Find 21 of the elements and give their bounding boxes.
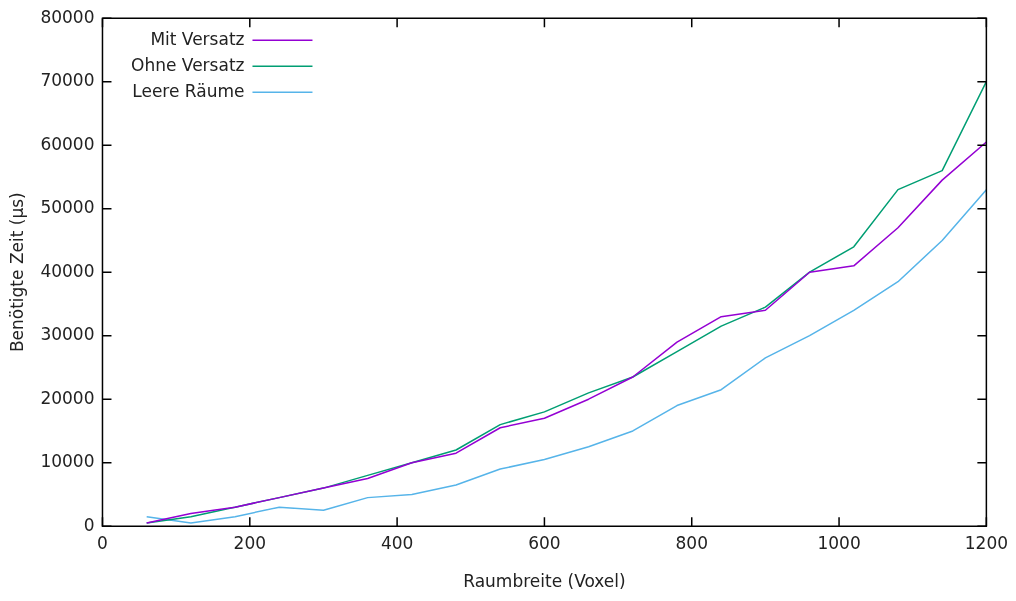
y-tick-label: 20000 <box>40 387 95 408</box>
y-tick-label: 50000 <box>40 197 95 218</box>
x-tick-label: 800 <box>675 532 708 553</box>
x-axis-title: Raumbreite (Voxel) <box>463 571 626 592</box>
x-tick-label: 400 <box>380 532 414 553</box>
legend-label: Ohne Versatz <box>131 54 245 75</box>
y-axis-title: Benötigte Zeit (µs) <box>6 192 27 353</box>
y-tick-label: 40000 <box>40 260 95 281</box>
x-tick-label: 1000 <box>817 532 861 553</box>
y-tick-label: 70000 <box>40 70 95 91</box>
legend-label: Leere Räume <box>132 80 245 101</box>
x-tick-label: 0 <box>97 532 108 553</box>
y-tick-label: 0 <box>83 514 95 535</box>
x-tick-label: 600 <box>528 532 561 553</box>
legend-label: Mit Versatz <box>150 28 245 49</box>
x-tick-label: 1200 <box>964 532 1008 553</box>
x-tick-label: 200 <box>233 532 267 553</box>
y-tick-label: 30000 <box>40 324 95 345</box>
y-tick-label: 80000 <box>40 6 95 27</box>
y-tick-label: 60000 <box>40 133 95 154</box>
y-tick-label: 10000 <box>40 451 95 472</box>
